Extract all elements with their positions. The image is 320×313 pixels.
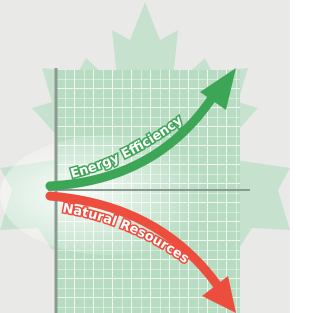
glow bbox=[0, 135, 220, 255]
illustration: Energy Efficiency Natural Resources bbox=[0, 0, 290, 313]
